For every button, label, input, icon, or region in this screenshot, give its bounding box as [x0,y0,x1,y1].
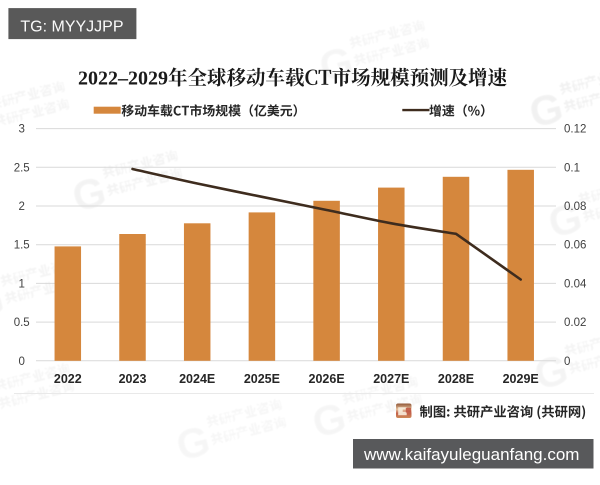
svg-text:2025E: 2025E [244,372,280,386]
svg-text:TG: MYYJJPP: TG: MYYJJPP [20,18,123,35]
svg-text:0: 0 [18,356,24,368]
svg-text:1: 1 [18,278,24,290]
svg-text:2026E: 2026E [309,372,345,386]
svg-text:www.kaifayuleguanfang.com: www.kaifayuleguanfang.com [363,445,579,464]
svg-text:2028E: 2028E [438,372,474,386]
svg-text:2024E: 2024E [179,372,215,386]
svg-text:0.1: 0.1 [564,162,580,174]
svg-text:2: 2 [18,201,24,213]
svg-text:2027E: 2027E [373,372,409,386]
svg-text:0.02: 0.02 [564,317,586,329]
svg-text:2029E: 2029E [503,372,539,386]
svg-text:2022: 2022 [54,372,82,386]
svg-text:2022–2029: 2022–2029 [78,68,168,90]
svg-text:2023: 2023 [119,372,147,386]
svg-text:3: 3 [18,124,24,136]
svg-text:0.06: 0.06 [564,240,586,252]
svg-text:1.5: 1.5 [14,240,30,252]
svg-text:0.08: 0.08 [564,201,586,213]
svg-text:2.5: 2.5 [14,162,30,174]
svg-text:0.04: 0.04 [564,278,587,290]
svg-text:0.5: 0.5 [14,317,30,329]
svg-text:0: 0 [564,356,570,368]
svg-text:0.12: 0.12 [564,124,586,136]
